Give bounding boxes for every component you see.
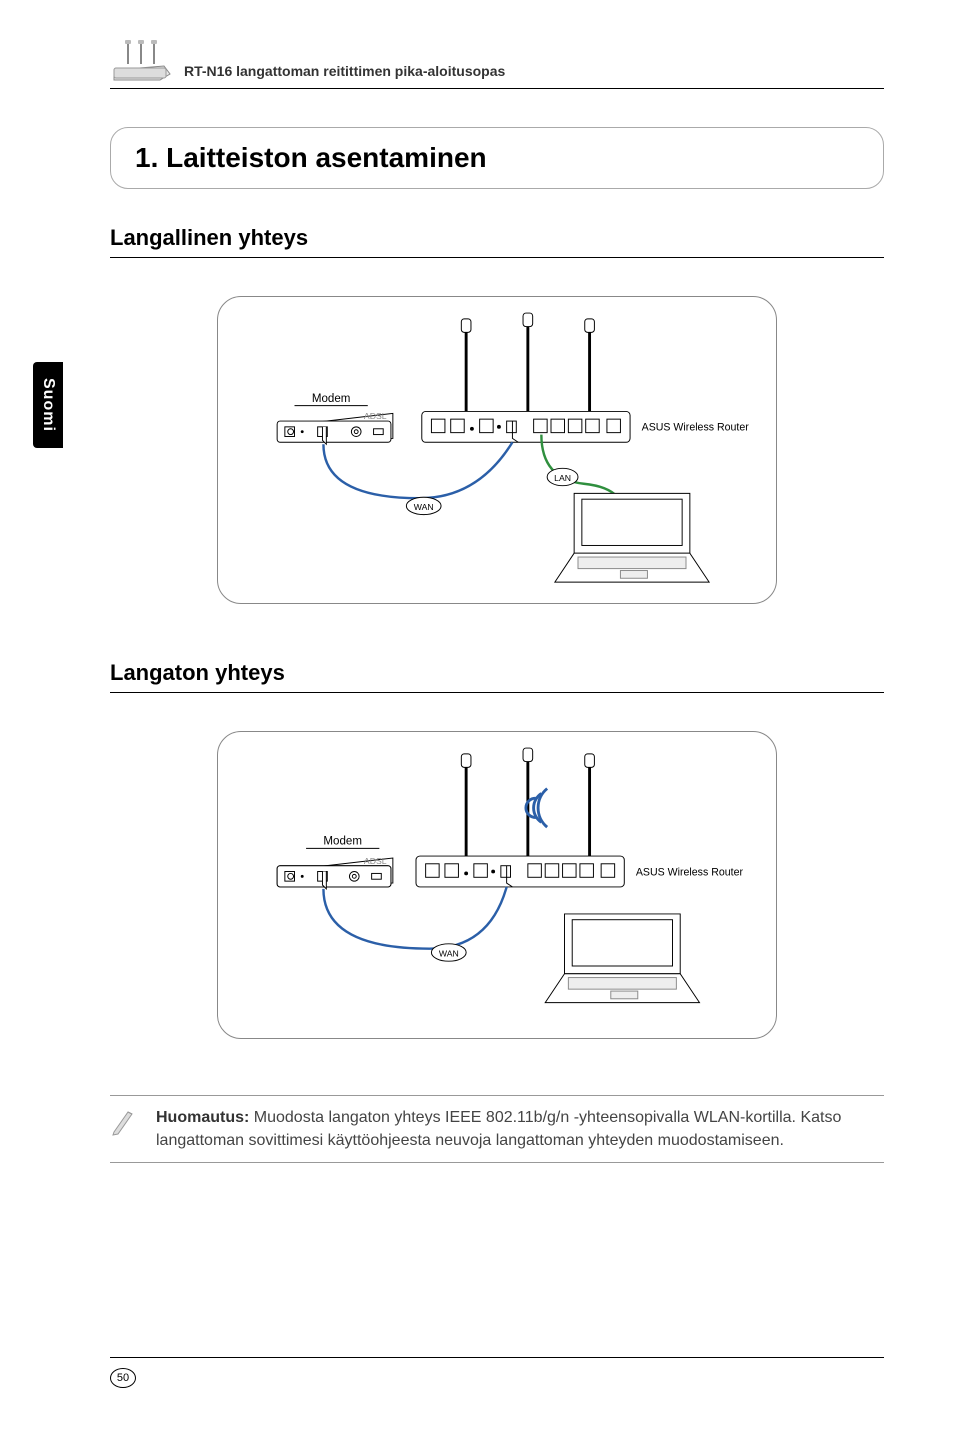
wireless-diagram: Modem ADSL (227, 740, 767, 1030)
page-number: 50 (110, 1368, 136, 1388)
note-block: Huomautus: Muodosta langaton yhteys IEEE… (110, 1095, 884, 1163)
header-router-icon (110, 40, 172, 82)
language-tab: Suomi (33, 362, 63, 448)
section-title: 1. Laitteiston asentaminen (135, 142, 859, 174)
wired-diagram: Modem ADSL (227, 305, 767, 595)
wired-modem-label: Modem (312, 393, 351, 405)
wireless-modem-label: Modem (323, 836, 362, 848)
wired-modem-sub: ADSL (364, 411, 387, 421)
note-icon (110, 1106, 138, 1152)
note-body: Muodosta langaton yhteys IEEE 802.11b/g/… (156, 1109, 841, 1149)
wired-lan-label: LAN (554, 473, 571, 483)
wireless-heading: Langaton yhteys (110, 660, 884, 693)
wireless-router-label: ASUS Wireless Router (636, 866, 744, 878)
page-header: RT-N16 langattoman reitittimen pika-aloi… (110, 40, 884, 89)
wired-diagram-wrap: Modem ADSL (110, 296, 884, 604)
note-label: Huomautus: (156, 1109, 249, 1126)
wired-router-label: ASUS Wireless Router (642, 422, 750, 434)
wireless-diagram-frame: Modem ADSL (217, 731, 777, 1039)
header-title: RT-N16 langattoman reitittimen pika-aloi… (184, 63, 505, 82)
note-text: Huomautus: Muodosta langaton yhteys IEEE… (156, 1106, 884, 1152)
wired-wan-label: WAN (414, 502, 434, 512)
page-footer: 50 (110, 1357, 884, 1388)
wired-diagram-frame: Modem ADSL (217, 296, 777, 604)
section-title-box: 1. Laitteiston asentaminen (110, 127, 884, 189)
wired-heading: Langallinen yhteys (110, 225, 884, 258)
wireless-wan-label: WAN (439, 948, 459, 958)
wireless-modem-sub: ADSL (364, 856, 387, 866)
wireless-diagram-wrap: Modem ADSL (110, 731, 884, 1039)
